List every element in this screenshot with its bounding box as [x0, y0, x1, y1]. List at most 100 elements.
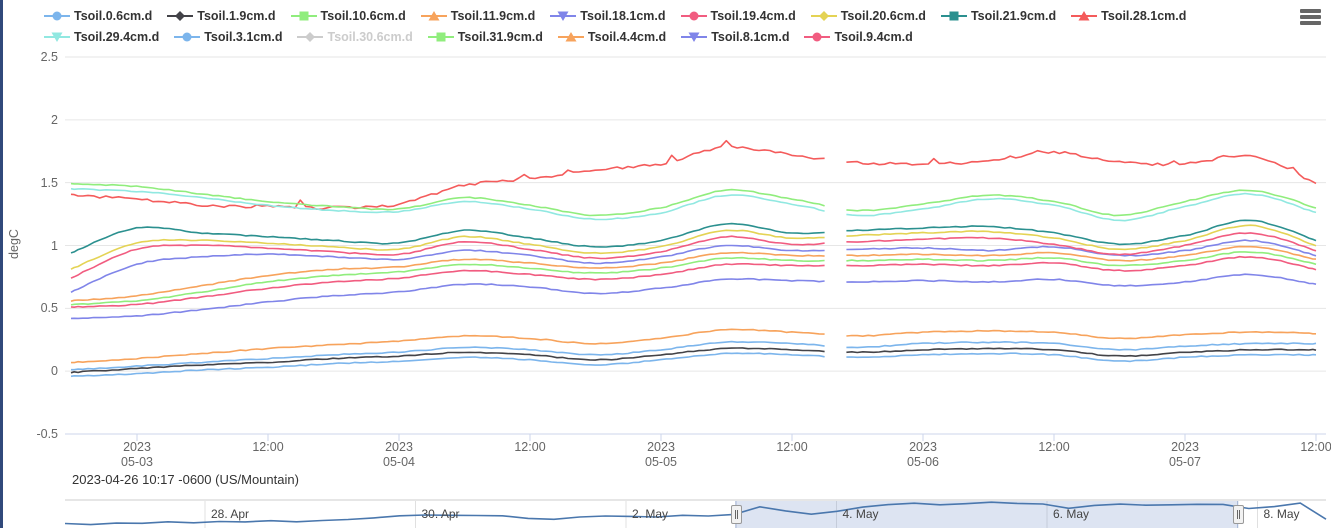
x-axis-label: 12:00 [514, 440, 546, 454]
legend-marker-triangle-icon [1071, 10, 1098, 20]
legend-item-Tsoil.8.1cm.d[interactable]: Tsoil.8.1cm.d [681, 30, 789, 44]
legend-item-Tsoil.4.4cm.d[interactable]: Tsoil.4.4cm.d [557, 29, 667, 44]
navigator-handle-left[interactable] [731, 505, 743, 524]
chart-context-menu-button[interactable] [1300, 7, 1324, 27]
legend-label: Tsoil.0.6cm.d [74, 8, 153, 23]
x-axis-label: 2023 05-05 [645, 440, 677, 469]
series-line-Tsoil.19.4cm.d [70, 232, 1317, 279]
legend-item-Tsoil.1.9cm.d[interactable]: Tsoil.1.9cm.d [167, 8, 276, 23]
legend-item-Tsoil.11.9cm.d[interactable]: Tsoil.11.9cm.d [420, 8, 536, 23]
navigator-series-line [64, 501, 1327, 526]
legend-item-Tsoil.31.9cm.d[interactable]: Tsoil.31.9cm.d [427, 29, 543, 44]
y-axis-label: 1.5 [40, 175, 58, 190]
hamburger-icon [1300, 15, 1321, 19]
x-axis-label: 2023 05-04 [383, 440, 415, 469]
hamburger-icon [1300, 21, 1321, 25]
legend-item-Tsoil.28.1cm.d[interactable]: Tsoil.28.1cm.d [1071, 9, 1186, 23]
navigator-selected-range[interactable] [736, 500, 1238, 528]
legend-marker-square-icon [427, 32, 454, 41]
legend-marker-triangle-icon [420, 10, 447, 20]
legend-label: Tsoil.18.1cm.d [580, 8, 666, 23]
legend-row: Tsoil.29.4cm.d Tsoil.3.1cm.d Tsoil.30.6cm.… [44, 26, 1284, 47]
legend-item-Tsoil.0.6cm.d[interactable]: Tsoil.0.6cm.d [44, 9, 152, 23]
series-line-Tsoil.10.6cm.d [70, 251, 1317, 306]
hamburger-icon [1300, 9, 1321, 13]
y-axis-label: 1 [51, 238, 58, 253]
legend-item-Tsoil.30.6cm.d[interactable]: Tsoil.30.6cm.d [297, 29, 413, 44]
series-line-Tsoil.0.6cm.d [70, 352, 1317, 378]
legend-item-Tsoil.21.9cm.d[interactable]: Tsoil.21.9cm.d [940, 8, 1057, 23]
legend-item-Tsoil.29.4cm.d[interactable]: Tsoil.29.4cm.d [44, 30, 159, 44]
series-line-Tsoil.1.9cm.d [70, 347, 1317, 374]
legend-label: Tsoil.20.6cm.d [840, 8, 926, 23]
y-axis-label: 0 [51, 364, 58, 379]
x-axis-label: 2023 05-06 [907, 440, 939, 469]
legend-marker-triangle-icon [557, 31, 584, 41]
legend-label: Tsoil.11.9cm.d [450, 8, 536, 23]
legend-marker-triangle-down-icon [550, 11, 577, 21]
legend-item-Tsoil.18.1cm.d[interactable]: Tsoil.18.1cm.d [550, 8, 666, 23]
legend-label: Tsoil.19.4cm.d [710, 8, 796, 23]
legend-label: Tsoil.31.9cm.d [457, 29, 543, 44]
panel-left-border [0, 0, 3, 528]
y-axis-label: 2 [51, 112, 58, 127]
legend-marker-circle-icon [174, 32, 201, 41]
x-axis-label: 12:00 [1300, 440, 1331, 454]
y-axis-label: 2.5 [40, 50, 58, 64]
x-axis-label: 2023 05-03 [121, 440, 153, 469]
legend-label: Tsoil.28.1cm.d [1101, 8, 1187, 23]
x-axis-label: 12:00 [252, 440, 284, 454]
y-axis-label: 0.5 [40, 301, 58, 316]
series-line-Tsoil.9.4cm.d [70, 255, 1317, 308]
legend-marker-circle-icon [680, 11, 707, 20]
x-axis-label: 12:00 [776, 440, 808, 454]
plot-area[interactable] [65, 57, 1326, 434]
series-line-Tsoil.4.4cm.d [71, 328, 1316, 364]
series-line-Tsoil.28.1cm.d [70, 139, 1317, 210]
legend-label: Tsoil.10.6cm.d [320, 8, 406, 23]
legend-marker-square-icon [940, 11, 967, 20]
x-axis-label: 12:00 [1038, 440, 1070, 454]
legend-marker-triangle-down-icon [44, 32, 70, 42]
legend-marker-diamond-icon [297, 31, 324, 42]
legend-marker-diamond-icon [167, 10, 194, 21]
navigator-track-right[interactable] [1238, 500, 1326, 528]
legend-marker-circle-icon [44, 11, 70, 20]
series-line-Tsoil.21.9cm.d [70, 219, 1317, 254]
legend-item-Tsoil.20.6cm.d[interactable]: Tsoil.20.6cm.d [810, 8, 926, 23]
legend-label: Tsoil.4.4cm.d [587, 29, 667, 44]
legend-item-Tsoil.9.4cm.d[interactable]: Tsoil.9.4cm.d [804, 29, 913, 44]
navigator-handle-right[interactable] [1233, 505, 1245, 524]
legend-item-Tsoil.10.6cm.d[interactable]: Tsoil.10.6cm.d [290, 8, 406, 23]
legend-label: Tsoil.30.6cm.d [327, 29, 413, 44]
series-line-Tsoil.3.1cm.d [71, 340, 1317, 371]
series-line-Tsoil.29.4cm.d [70, 187, 1317, 222]
series-line-Tsoil.31.9cm.d [70, 182, 1317, 217]
series-line-Tsoil.8.1cm.d [70, 273, 1317, 320]
legend-label: Tsoil.8.1cm.d [711, 29, 790, 44]
navigator-axis-label: 4. May [842, 507, 879, 521]
legend-marker-circle-icon [804, 32, 831, 41]
legend-label: Tsoil.3.1cm.d [204, 29, 283, 44]
legend-item-Tsoil.3.1cm.d[interactable]: Tsoil.3.1cm.d [174, 30, 282, 44]
legend-row: Tsoil.0.6cm.d Tsoil.1.9cm.d Tsoil.10.6cm.d… [44, 5, 1284, 26]
data-start-timestamp: 2023-04-26 10:17 -0600 (US/Mountain) [72, 472, 299, 487]
legend-label: Tsoil.21.9cm.d [970, 8, 1057, 23]
navigator-axis-label: 28. Apr [211, 507, 250, 521]
navigator-axis-label: 6. May [1053, 507, 1090, 521]
legend-marker-square-icon [290, 11, 317, 20]
navigator-track-left[interactable] [65, 500, 736, 528]
legend-marker-triangle-down-icon [681, 32, 708, 42]
navigator-axis-label: 2. May [632, 507, 669, 521]
navigator-axis-label: 8. May [1263, 507, 1300, 521]
legend-item-Tsoil.19.4cm.d[interactable]: Tsoil.19.4cm.d [680, 8, 796, 23]
legend-label: Tsoil.1.9cm.d [197, 8, 276, 23]
navigator-axis-label: 30. Apr [421, 507, 460, 521]
legend-label: Tsoil.9.4cm.d [834, 29, 913, 44]
legend-marker-diamond-icon [810, 10, 837, 21]
x-axis-label: 2023 05-07 [1169, 440, 1201, 469]
y-axis-label: -0.5 [36, 427, 58, 441]
legend-label: Tsoil.29.4cm.d [74, 29, 160, 44]
legend: Tsoil.0.6cm.d Tsoil.1.9cm.d Tsoil.10.6cm.d… [44, 5, 1284, 47]
